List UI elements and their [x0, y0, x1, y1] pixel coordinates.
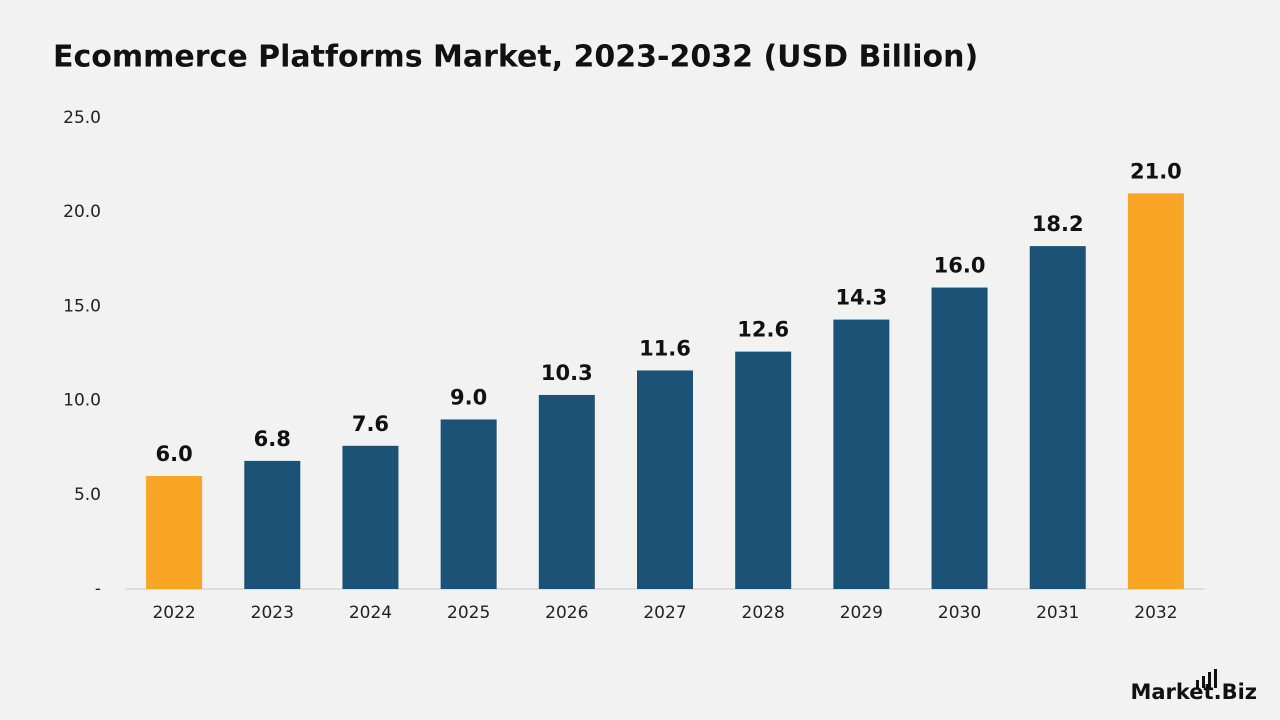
bar — [342, 445, 399, 589]
bar — [146, 475, 203, 589]
x-tick-label: 2030 — [938, 603, 981, 623]
y-tick-label: - — [95, 579, 101, 599]
value-label: 21.0 — [1130, 159, 1182, 183]
brand-logo: Market.Biz — [1130, 669, 1257, 704]
chart-title: Ecommerce Platforms Market, 2023-2032 (U… — [53, 40, 978, 75]
y-tick-label: 20.0 — [63, 202, 101, 222]
bar — [1029, 246, 1086, 589]
x-tick-label: 2027 — [643, 603, 686, 623]
x-tick-label: 2023 — [251, 603, 294, 623]
value-label: 10.3 — [541, 361, 593, 385]
value-label: 6.8 — [254, 427, 291, 451]
x-tick-label: 2024 — [349, 603, 392, 623]
value-label: 6.0 — [155, 442, 192, 466]
bar — [931, 287, 988, 589]
x-tick-label: 2022 — [152, 603, 195, 623]
value-label: 14.3 — [835, 286, 887, 310]
bar — [538, 394, 595, 589]
logo-icon-bar — [1208, 672, 1211, 688]
value-label: 16.0 — [934, 254, 986, 278]
bar — [735, 351, 792, 589]
brand-name: Market.Biz — [1130, 680, 1257, 704]
y-tick-label: 5.0 — [74, 485, 101, 505]
x-tick-label: 2025 — [447, 603, 490, 623]
y-tick-label: 15.0 — [63, 296, 101, 316]
value-label: 7.6 — [352, 412, 389, 436]
x-tick-label: 2028 — [742, 603, 785, 623]
x-tick-label: 2031 — [1036, 603, 1079, 623]
value-label: 12.6 — [737, 318, 789, 342]
bar — [833, 319, 890, 589]
x-tick-label: 2029 — [840, 603, 883, 623]
value-label: 11.6 — [639, 336, 691, 360]
y-tick-label: 10.0 — [63, 391, 101, 411]
value-label: 18.2 — [1032, 212, 1084, 236]
logo-icon-bar — [1196, 680, 1199, 688]
x-tick-label: 2026 — [545, 603, 588, 623]
bar — [637, 370, 693, 589]
y-tick-label: 25.0 — [63, 108, 101, 128]
logo-icon-bar — [1214, 669, 1217, 688]
x-tick-label: 2032 — [1134, 603, 1177, 623]
value-label: 9.0 — [450, 385, 487, 409]
bar — [244, 460, 301, 589]
logo-icon-bar — [1202, 676, 1205, 688]
bar — [440, 419, 497, 589]
bar — [1127, 193, 1184, 590]
